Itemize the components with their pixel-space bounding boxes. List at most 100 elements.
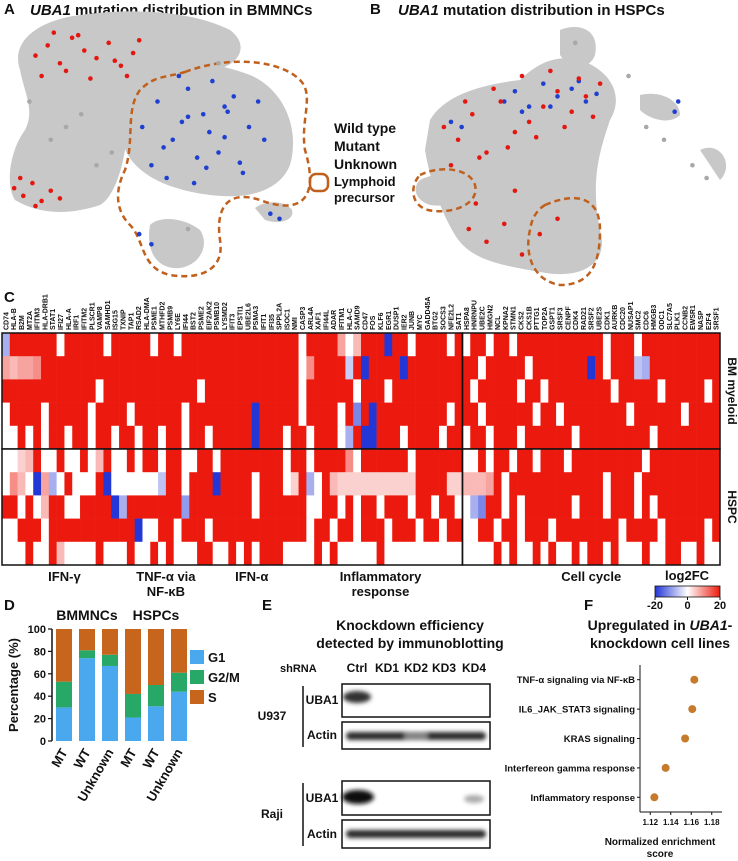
heatmap-cell xyxy=(329,333,338,357)
cell-point xyxy=(194,155,200,160)
heatmap-cell xyxy=(204,495,214,519)
heatmap-cell xyxy=(259,495,268,519)
heatmap-cell xyxy=(173,449,182,473)
heatmap-cell xyxy=(17,356,26,380)
heatmap-cell xyxy=(602,472,612,496)
heatmap-cell xyxy=(111,541,120,566)
heatmap-cell xyxy=(431,541,440,566)
x-tick-label: WT xyxy=(70,746,93,771)
heatmap-cell xyxy=(610,495,619,519)
heatmap-cell xyxy=(165,449,174,473)
heatmap-cell xyxy=(282,518,292,543)
heatmap-cell xyxy=(48,402,57,427)
heatmap-cell xyxy=(376,495,385,519)
heatmap-cell xyxy=(704,449,713,473)
panel-label: E xyxy=(262,597,272,614)
heatmap-cell xyxy=(439,449,448,473)
heatmap-cell xyxy=(56,541,65,566)
heatmap-cell xyxy=(220,379,229,403)
heatmap-cell xyxy=(517,333,526,357)
heatmap-cell xyxy=(696,472,705,496)
heatmap-cell xyxy=(407,518,416,543)
heatmap-cell xyxy=(150,379,159,403)
heatmap-cell xyxy=(165,402,174,427)
heatmap-cell xyxy=(17,472,26,496)
heatmap-cell xyxy=(48,425,57,450)
cell-point xyxy=(11,185,17,191)
heatmap-cell xyxy=(142,541,151,566)
cell-point xyxy=(501,221,507,227)
heatmap-cell xyxy=(87,402,96,427)
cell-point xyxy=(45,43,50,48)
heatmap-cell xyxy=(337,472,346,496)
heatmap-cell xyxy=(587,472,596,496)
cell-point xyxy=(470,111,475,117)
heatmap-cell xyxy=(212,518,221,543)
cell-point xyxy=(161,145,166,150)
heatmap-cell xyxy=(48,449,57,473)
heatmap-cell xyxy=(204,472,214,496)
colorbar-tick-label: 0 xyxy=(684,600,690,612)
cell-point xyxy=(541,81,546,86)
cell-point xyxy=(75,32,81,38)
heatmap-cell xyxy=(87,425,96,450)
heatmap-cell xyxy=(251,449,260,473)
cell-point xyxy=(124,73,130,79)
cell-point xyxy=(136,231,142,237)
gene-label: PLSCR1 xyxy=(89,302,96,330)
cell-point xyxy=(207,129,212,135)
heatmap-cell xyxy=(540,425,549,450)
heatmap-cell xyxy=(181,472,190,496)
gene-label: HLA-DMA xyxy=(144,297,151,330)
heatmap-cell xyxy=(641,495,651,519)
heatmap-cell xyxy=(197,449,206,473)
cell-point xyxy=(533,134,539,140)
heatmap-cell xyxy=(439,425,448,450)
heatmap-cell xyxy=(509,402,518,427)
heatmap-cell xyxy=(165,495,174,519)
heatmap-cell xyxy=(228,518,237,543)
heatmap-cell xyxy=(314,333,323,357)
cell-point xyxy=(109,150,115,155)
heatmap-cell xyxy=(392,518,401,543)
heatmap-cell xyxy=(282,472,292,496)
protein-label: UBA1 xyxy=(306,693,339,707)
heatmap-cell xyxy=(275,449,284,473)
heatmap-cell xyxy=(228,333,237,357)
heatmap-cell xyxy=(532,379,541,403)
heatmap-cell xyxy=(95,472,104,496)
heatmap-cell xyxy=(306,472,315,496)
heatmap-cell xyxy=(337,495,346,519)
gene-label: HLA-C xyxy=(347,308,354,330)
heatmap-cell xyxy=(587,495,596,519)
heatmap-cell xyxy=(602,379,612,403)
heatmap-cell xyxy=(392,402,401,427)
heatmap-cell xyxy=(673,402,682,427)
heatmap-cell xyxy=(556,449,565,473)
legend-label: G1 xyxy=(208,650,225,665)
cell-point xyxy=(240,170,246,176)
heatmap-cell xyxy=(556,333,565,357)
heatmap-cell xyxy=(478,402,487,427)
heatmap-cell xyxy=(197,518,206,543)
heatmap-cell xyxy=(33,425,42,450)
heatmap-cell xyxy=(532,472,541,496)
heatmap-cell xyxy=(345,541,354,566)
heatmap-cell xyxy=(25,379,34,403)
legend-label: G2/M xyxy=(208,670,240,685)
title-italic: UBA1 xyxy=(30,2,71,19)
heatmap-cell xyxy=(532,402,541,427)
heatmap-cell xyxy=(204,449,214,473)
heatmap-cell xyxy=(571,449,580,473)
heatmap-cell xyxy=(41,472,50,496)
gene-set-label: Cell cycle xyxy=(561,569,621,584)
heatmap-cell xyxy=(439,518,448,543)
heatmap-cell xyxy=(64,379,73,403)
heatmap-cell xyxy=(657,495,666,519)
heatmap-cell xyxy=(173,425,182,450)
heatmap-cell xyxy=(361,356,370,380)
heatmap-cell xyxy=(415,402,424,427)
heatmap-cell xyxy=(181,425,190,450)
heatmap-cell xyxy=(119,425,128,450)
